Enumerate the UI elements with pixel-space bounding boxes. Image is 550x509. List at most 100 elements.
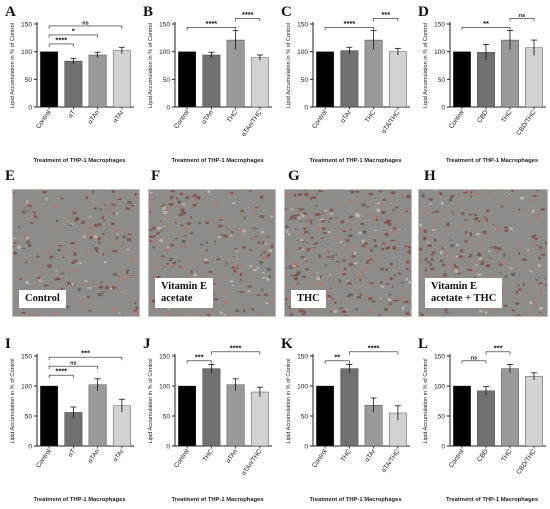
cell [307,232,310,234]
cell [478,310,483,313]
bar [40,385,59,447]
significance-label: ns [70,361,76,367]
cell [314,205,318,207]
cell [407,246,411,249]
cell [322,211,325,214]
cell [301,275,307,278]
cell [118,275,121,277]
cell [48,255,55,259]
cell [403,301,408,304]
cell [103,261,107,264]
chart-panel-k: K 0 50 100 150 Lipid Accumulation in % of Co… [276,332,414,504]
cell [55,277,61,281]
cell [296,270,301,275]
chart-panel-a: A 0 50 100 150 Lipid Accumulation in % of Co… [0,0,138,165]
cell [170,190,175,193]
cell [184,226,189,231]
y-tick-label: 150 [159,354,170,361]
cell [34,280,39,282]
bar [453,51,471,108]
cell [347,234,353,238]
cell [542,292,546,294]
cell [251,238,253,240]
cell [328,221,331,223]
cell [373,238,377,242]
cell [301,197,305,202]
cell [25,240,30,244]
bar [226,384,245,447]
cell [95,249,99,253]
cell [85,195,88,200]
chart-panel-l: L 0 50 100 150 Lipid Accumulation in % of Co… [413,332,550,504]
cell [384,232,389,237]
cell [510,272,516,277]
cell [62,254,67,257]
cell [439,259,444,263]
cell [227,299,230,303]
cell [406,299,409,303]
cell [256,266,259,270]
cell [518,244,523,246]
micrograph-vitamin-e-acetate: Vitamin E acetate [148,189,276,317]
cell [70,241,76,245]
cell [313,282,317,287]
cell [112,272,118,276]
cell [480,262,485,266]
cell [166,206,172,211]
cell [97,241,102,244]
cell [152,236,154,239]
cell [379,219,383,221]
cell [239,263,243,267]
cell [177,200,182,204]
cell [345,312,349,315]
x-tick-label: Control [448,448,466,470]
cell [529,270,533,272]
cell [405,277,409,281]
cell [339,307,344,310]
cell [13,288,18,290]
cell [112,211,115,216]
cell [285,207,287,211]
cell [380,247,385,251]
cell [197,313,202,316]
cell [111,307,117,312]
cell [296,281,299,285]
cell [517,251,520,256]
cell [125,207,131,211]
bar [525,376,543,447]
cell [254,206,259,209]
cell [439,250,443,255]
cell [13,190,15,193]
cell [251,212,256,216]
cell [149,210,153,212]
cell [153,234,156,238]
cell [358,231,363,235]
cell [409,211,411,215]
cell [376,208,381,213]
cell [60,287,64,291]
cell [16,245,22,249]
cell [119,277,124,282]
cell [196,196,201,200]
cell [434,210,440,213]
cell [405,194,409,198]
cell [405,312,410,316]
y-tick-label: 50 [163,77,171,84]
cell [332,309,338,313]
cell [61,287,65,289]
x-axis-label: Treatment of THP-1 Macrophages [171,497,263,503]
cell [377,202,381,205]
cell [539,311,542,314]
x-tick-label: THC [226,109,240,124]
cell [285,266,288,269]
cell [310,221,313,225]
bar [202,54,221,108]
cell [21,210,26,214]
cell [57,244,63,247]
cell [131,257,135,261]
cell [472,242,477,245]
cell [350,255,356,258]
cell [21,247,26,250]
cell [181,239,187,243]
significance-bracket [373,18,399,22]
